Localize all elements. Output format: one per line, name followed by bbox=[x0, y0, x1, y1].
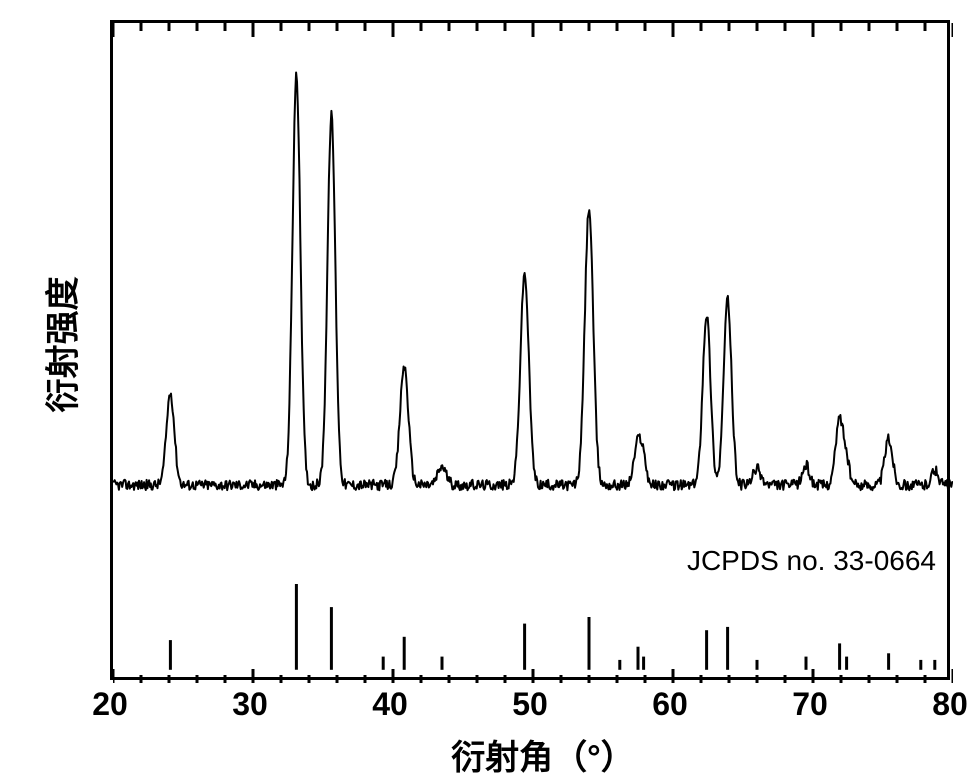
plot-svg bbox=[113, 23, 953, 683]
x-tick-label: 40 bbox=[372, 686, 408, 723]
plot-area bbox=[110, 20, 950, 680]
x-tick-label: 70 bbox=[792, 686, 828, 723]
x-tick-label: 20 bbox=[92, 686, 128, 723]
x-tick-label: 80 bbox=[932, 686, 968, 723]
y-axis-label: 衍射强度 bbox=[36, 245, 85, 445]
x-axis-label: 衍射角（°） bbox=[0, 730, 976, 779]
x-tick-label: 30 bbox=[232, 686, 268, 723]
jcpds-annotation: JCPDS no. 33-0664 bbox=[0, 545, 936, 577]
x-tick-label: 60 bbox=[652, 686, 688, 723]
x-tick-label: 50 bbox=[512, 686, 548, 723]
xrd-figure: 衍射强度 20304050607080 衍射角（°） JCPDS no. 33-… bbox=[0, 0, 976, 774]
